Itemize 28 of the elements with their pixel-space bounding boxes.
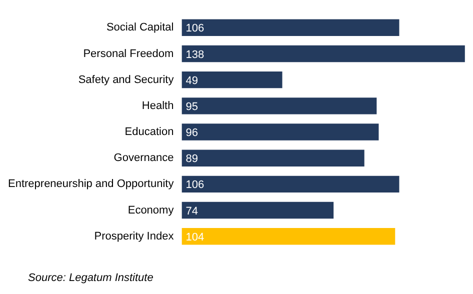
- y-tick-label: Health: [142, 100, 174, 112]
- bar: [182, 19, 400, 36]
- y-tick-label: Entrepreneurship and Opportunity: [8, 178, 174, 190]
- bar: [182, 176, 400, 193]
- bar: [182, 202, 334, 219]
- bar: [182, 150, 364, 166]
- data-label: 95: [186, 100, 198, 113]
- bar: [182, 45, 465, 62]
- y-tick-label: Personal Freedom: [83, 48, 174, 60]
- y-tick-label: Economy: [128, 204, 174, 216]
- y-tick-label: Social Capital: [106, 22, 174, 34]
- data-label: 104: [186, 231, 204, 244]
- data-label: 89: [186, 153, 198, 166]
- y-tick-label: Governance: [114, 152, 174, 164]
- y-tick-label: Safety and Security: [78, 74, 174, 86]
- bar: [182, 71, 282, 88]
- bar: [182, 228, 396, 245]
- source-note: Source: Legatum Institute: [28, 272, 154, 284]
- bar: [182, 124, 379, 140]
- data-label: 138: [186, 48, 204, 61]
- data-label: 106: [186, 179, 204, 192]
- data-label: 74: [186, 205, 198, 218]
- y-tick-label: Education: [124, 126, 174, 138]
- bar: [182, 98, 377, 114]
- y-tick-label: Prosperity Index: [94, 230, 174, 242]
- data-label: 49: [186, 74, 198, 87]
- data-label: 106: [186, 22, 204, 35]
- data-label: 96: [186, 127, 198, 140]
